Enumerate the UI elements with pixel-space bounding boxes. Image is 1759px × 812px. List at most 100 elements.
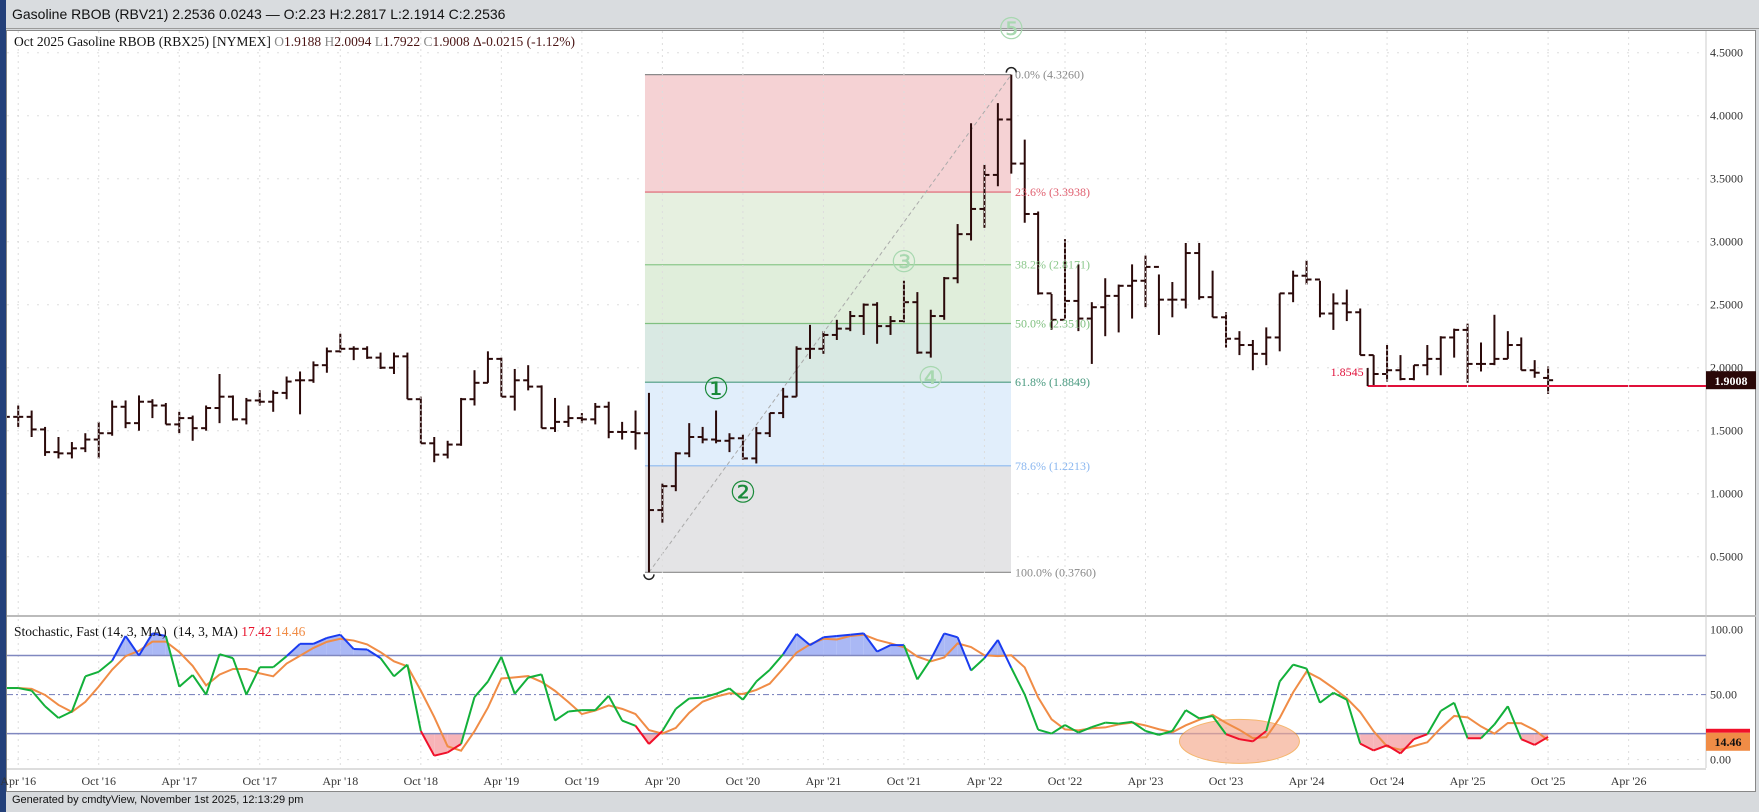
y-tick-label: 4.5000 — [1710, 46, 1743, 60]
fib-level-label: 50.0% (2.3510) — [1015, 316, 1090, 330]
stochastic-k-segment — [1010, 667, 1026, 695]
stochastic-k-segment — [178, 674, 194, 688]
x-tick-label: Apr '21 — [806, 774, 842, 788]
stochastic-k-segment — [152, 632, 167, 637]
x-tick-label: Apr '25 — [1450, 774, 1486, 788]
stochastic-k-segment — [473, 680, 489, 698]
ohlc-bar — [872, 302, 883, 344]
overbought-fill — [944, 633, 958, 656]
ohlc-bar — [1194, 242, 1205, 300]
stochastic-k-segment — [929, 632, 946, 660]
ohlc-bar — [362, 346, 373, 359]
ohlc-bar — [1221, 312, 1232, 348]
stochastic-k-segment — [661, 708, 677, 732]
y-tick-label: 2.5000 — [1710, 298, 1743, 312]
ohlc-bar — [550, 397, 561, 432]
overbought-fill — [890, 645, 904, 656]
fib-zone — [644, 264, 1011, 324]
ohlc-bar — [160, 402, 171, 426]
stochastic-k-segment — [970, 657, 986, 672]
ohlc-bar — [281, 376, 292, 400]
stochastic-k-segment — [124, 635, 140, 657]
ohlc-bar — [469, 370, 480, 406]
elliott-wave-label: ③ — [890, 245, 917, 280]
stochastic-k-segment — [782, 633, 798, 655]
close-value: 1.9008 — [432, 34, 470, 49]
stochastic-k-segment — [1064, 724, 1079, 734]
stochastic-d-tag — [1706, 732, 1750, 751]
x-tick-label: Apr '23 — [1128, 774, 1164, 788]
ohlc-bar — [1516, 337, 1527, 372]
fib-level-label: 100.0% (0.3760) — [1015, 565, 1096, 579]
stochastic-k-segment — [18, 687, 32, 692]
ohlc-bar — [321, 347, 332, 373]
ohlc-bar — [1100, 278, 1111, 337]
stochastic-name: Stochastic, Fast (14, 3, MA) — [14, 624, 167, 639]
stochastic-k-segment — [313, 637, 328, 645]
stochastic-k-segment — [1345, 699, 1362, 744]
window-frame — [0, 0, 6, 812]
stochastic-k-segment — [1534, 736, 1549, 746]
x-tick-label: Oct '19 — [565, 774, 600, 788]
x-tick-label: Oct '20 — [726, 774, 761, 788]
close-label: C — [423, 34, 433, 49]
stochastic-k-segment — [379, 657, 395, 677]
ohlc-bar — [764, 412, 775, 437]
stochastic-k-segment — [1386, 744, 1402, 755]
high-label: H — [324, 34, 335, 49]
stochastic-k-segment — [823, 635, 837, 639]
stochastic-k-segment — [768, 653, 784, 671]
elliott-wave-label: ① — [703, 372, 730, 407]
x-tick-label: Oct '17 — [243, 774, 278, 788]
x-tick-label: Oct '23 — [1209, 774, 1244, 788]
x-tick-label: Apr '22 — [967, 774, 1003, 788]
stochastic-k-segment — [500, 656, 516, 695]
ohlc-bar — [1086, 302, 1097, 364]
stochastic-k-segment — [554, 710, 570, 722]
stochastic-k-segment — [715, 687, 730, 695]
stochastic-k-segment — [1278, 664, 1294, 683]
ohlc-bar — [1207, 270, 1218, 319]
ohlc-bar — [1180, 242, 1191, 309]
stochastic-k-segment — [594, 695, 610, 711]
ohlc-bar — [831, 319, 842, 340]
ohlc-bar — [187, 415, 198, 441]
overbought-fill — [810, 637, 824, 656]
x-tick-label: Apr '18 — [322, 774, 358, 788]
overbought-fill — [152, 633, 166, 656]
swing-high-marker — [1005, 66, 1018, 73]
support-label: 1.8545 — [1331, 365, 1364, 379]
stochastic-k-segment — [70, 675, 87, 712]
fib-level-label: 61.8% (1.8849) — [1015, 375, 1090, 389]
stochastic-k-segment — [1145, 730, 1160, 736]
ohlc-bar — [402, 352, 413, 401]
ohlc-bar — [1489, 314, 1500, 366]
ohlc-bar — [1006, 74, 1017, 174]
overbought-fill — [836, 634, 851, 656]
x-tick-label: Oct '25 — [1531, 774, 1566, 788]
ohlc-bar — [40, 426, 51, 456]
stochastic-k-segment — [1359, 742, 1375, 752]
ohlc-bar — [1288, 270, 1299, 303]
ohlc-bar — [442, 440, 453, 459]
stochastic-k-segment — [996, 639, 1013, 669]
overbought-fill — [823, 636, 837, 656]
stochastic-k-segment — [1480, 723, 1496, 739]
stochastic-k-segment — [1493, 705, 1509, 726]
ohlc-bar — [1140, 255, 1151, 308]
ohlc-bar — [456, 397, 467, 446]
x-tick-label: Oct '21 — [887, 774, 922, 788]
stochastic-k-segment — [795, 633, 811, 646]
ohlc-bar — [308, 361, 319, 383]
ohlc-bar — [1314, 278, 1325, 318]
overbought-fill — [300, 643, 314, 656]
stochastic-k-tag — [1706, 728, 1750, 733]
fib-zone — [644, 323, 1011, 383]
stochastic-k-segment — [98, 659, 113, 673]
fib-level-label: 23.6% (3.3938) — [1015, 185, 1090, 199]
ohlc-bar — [1247, 339, 1258, 371]
stochastic-d-tag-value: 14.46 — [1715, 735, 1742, 749]
stochastic-k-segment — [702, 692, 717, 699]
x-tick-label: Apr '16 — [0, 774, 36, 788]
